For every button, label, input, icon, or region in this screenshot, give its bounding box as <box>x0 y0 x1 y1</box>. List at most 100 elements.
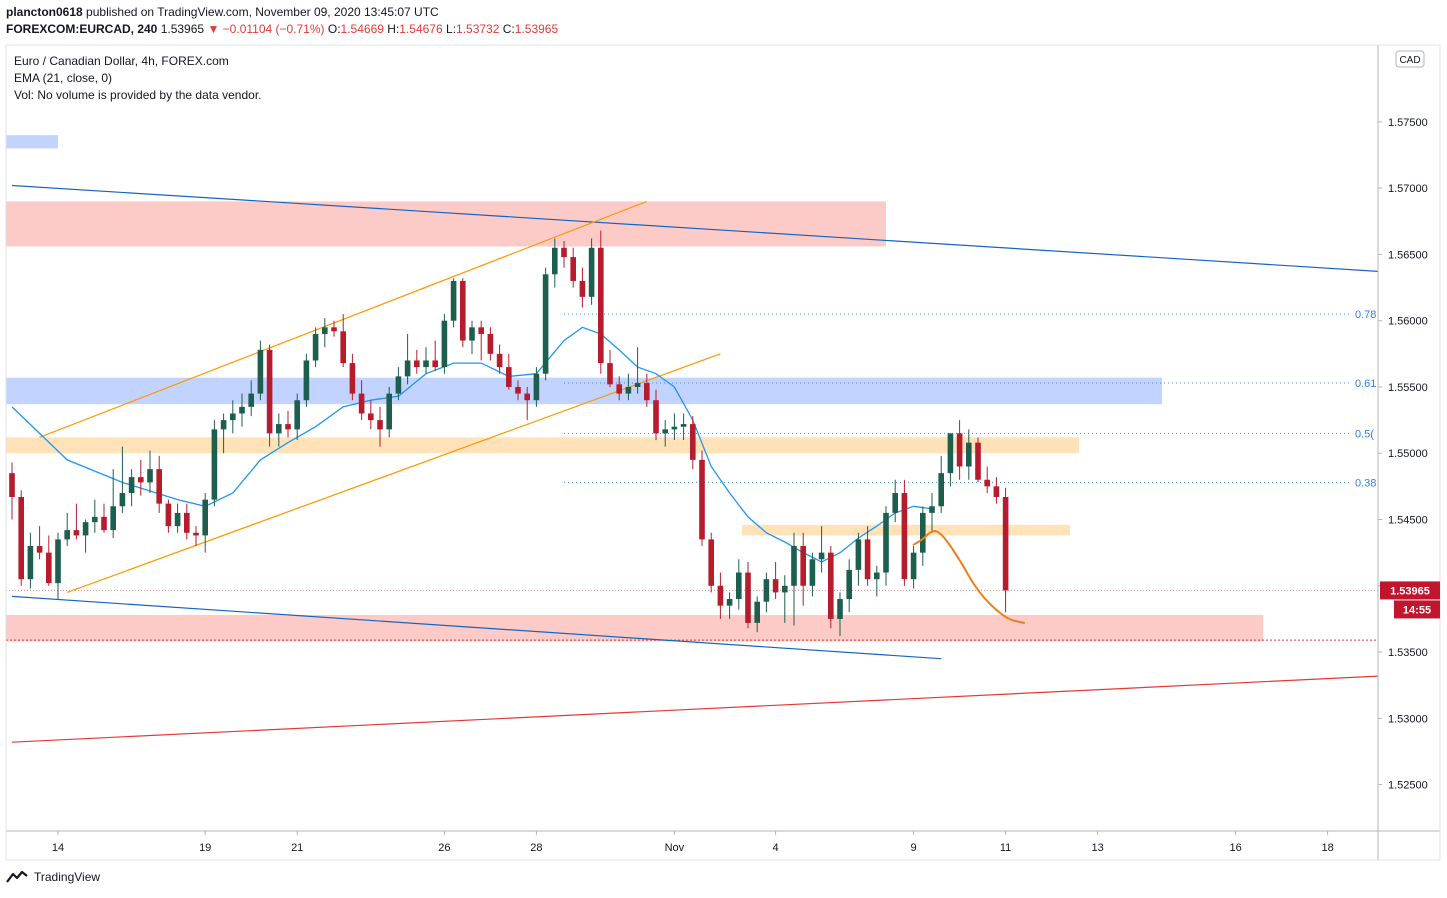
candle-41 <box>386 386 392 438</box>
author-name[interactable]: plancton0618 <box>6 5 83 19</box>
candle-58 <box>542 267 549 381</box>
candle-21 <box>202 493 208 553</box>
candle-102 <box>947 433 954 487</box>
trendlines-layer <box>11 184 1378 743</box>
candle-54 <box>506 353 512 390</box>
candle-22 <box>211 420 218 507</box>
y-tick-label-9: 1.57000 <box>1388 183 1428 195</box>
candle-11 <box>110 469 116 539</box>
candle-72 <box>671 413 678 440</box>
open-label: O: <box>327 22 341 36</box>
candle-18 <box>174 503 181 533</box>
ema-layer <box>11 326 933 563</box>
last-price-tag: 1.53965 14:55 <box>1380 581 1440 619</box>
candle-74 <box>690 416 696 470</box>
candle-49 <box>460 278 466 348</box>
x-tick-label-3: 26 <box>438 842 450 854</box>
x-tick-label-8: 11 <box>1000 842 1011 854</box>
tradingview-logo-icon <box>6 870 28 883</box>
candle-16 <box>156 455 162 513</box>
candle-37 <box>349 353 356 401</box>
fib-label-2: 0.5( <box>1355 428 1374 440</box>
candle-95 <box>883 506 889 586</box>
zones-layer <box>6 135 1264 642</box>
candle-67 <box>625 373 632 401</box>
candle-3 <box>36 526 43 560</box>
candle-46 <box>432 340 438 372</box>
high-value: 1.54676 <box>399 22 443 36</box>
last-price: 1.53965 <box>160 22 205 36</box>
candle-82 <box>763 572 770 613</box>
candle-34 <box>322 318 328 348</box>
candle-89 <box>828 546 834 629</box>
symbol-label: FOREXCOM:EURCAD, 240 <box>6 22 158 36</box>
volume-legend[interactable]: Vol: No volume is provided by the data v… <box>14 88 262 102</box>
candle-63 <box>588 238 595 305</box>
candle-17 <box>165 499 172 533</box>
open-value: 1.54669 <box>340 22 384 36</box>
zone-5 <box>6 135 58 149</box>
candle-27 <box>257 340 264 401</box>
close-label: C: <box>502 22 515 36</box>
currency-badge: CAD <box>1395 50 1425 68</box>
y-tick-label-10: 1.57500 <box>1388 117 1428 129</box>
candle-98 <box>910 546 917 589</box>
candle-81 <box>754 596 760 633</box>
candle-64 <box>598 230 604 374</box>
fib-label-3: 0.38 <box>1355 477 1376 489</box>
candle-68 <box>634 347 641 394</box>
candle-100 <box>929 493 935 533</box>
y-tick-label-2: 1.53500 <box>1388 647 1428 659</box>
footer: TradingView <box>6 870 100 884</box>
candle-105 <box>975 437 981 483</box>
candle-83 <box>772 561 779 600</box>
publish-info: plancton0618 published on TradingView.co… <box>6 5 439 19</box>
fib-label-0: 0.78 <box>1355 309 1376 321</box>
candle-85 <box>791 532 797 626</box>
chart-title[interactable]: Euro / Canadian Dollar, 4h, FOREX.com <box>14 54 229 68</box>
fib-label-1: 0.61 <box>1355 378 1376 390</box>
y-tick-label-4: 1.54500 <box>1388 515 1428 527</box>
y-tick-label-8: 1.56500 <box>1388 249 1428 261</box>
candle-62 <box>579 267 586 308</box>
candle-66 <box>616 376 622 401</box>
candle-47 <box>441 314 448 374</box>
x-tick-label-5: Nov <box>665 842 685 854</box>
candle-15 <box>147 450 153 494</box>
candle-45 <box>423 347 429 374</box>
candle-92 <box>855 532 862 586</box>
candle-79 <box>736 559 742 610</box>
zone-0 <box>6 201 886 247</box>
candle-1 <box>18 490 24 586</box>
x-tick-label-2: 21 <box>291 842 303 854</box>
x-tick-label-0: 14 <box>52 842 64 854</box>
candle-20 <box>193 526 199 547</box>
candle-50 <box>469 320 475 354</box>
candle-96 <box>892 479 898 523</box>
price-change: −0.01104 (−0.71%) <box>222 22 325 36</box>
y-tick-label-6: 1.55500 <box>1388 382 1428 394</box>
close-value: 1.53965 <box>514 22 559 36</box>
low-label: L: <box>446 22 457 36</box>
candle-106 <box>984 466 990 494</box>
trendline-1 <box>11 595 942 660</box>
zone-4 <box>6 614 1264 642</box>
candle-4 <box>46 535 52 586</box>
candle-31 <box>294 393 300 440</box>
ema-legend[interactable]: EMA (21, close, 0) <box>14 71 113 85</box>
candle-33 <box>312 327 319 368</box>
fib-levels: 0.78 0.61 0.5( 0.38 <box>6 309 1378 641</box>
candle-61 <box>570 247 576 288</box>
candle-97 <box>901 479 908 586</box>
candle-9 <box>92 499 98 533</box>
high-label: H: <box>387 22 400 36</box>
y-tick-label-1: 1.53000 <box>1388 713 1428 725</box>
x-tick-label-1: 19 <box>199 842 211 854</box>
candle-28 <box>266 344 273 447</box>
countdown-label: 14:55 <box>1403 604 1431 616</box>
x-tick-label-11: 18 <box>1321 842 1333 854</box>
candle-2 <box>27 532 34 589</box>
footer-brand[interactable]: TradingView <box>34 870 101 884</box>
low-value: 1.53732 <box>456 22 500 36</box>
